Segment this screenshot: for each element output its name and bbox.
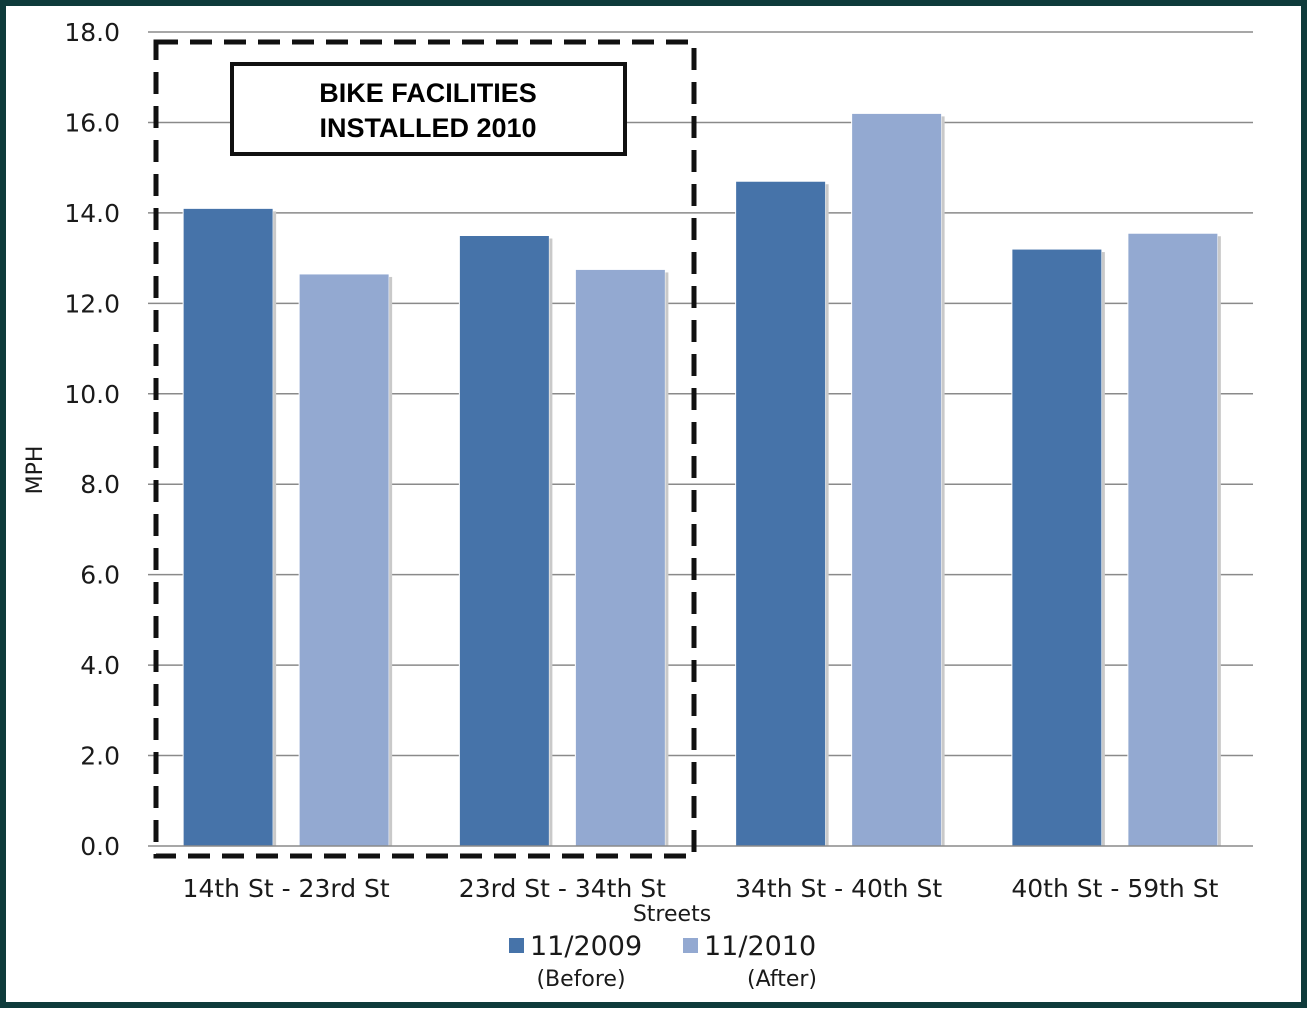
bar-shadow	[549, 238, 553, 846]
bar-11-2010-2	[851, 112, 943, 847]
bar-11-2009-0	[182, 207, 274, 847]
x-tick-label: 34th St - 40th St	[735, 874, 942, 903]
y-tick-label: 12.0	[64, 289, 120, 318]
y-tick-label: 6.0	[80, 561, 120, 590]
bar-11-2010-0	[298, 273, 390, 847]
x-tick-label: 23rd St - 34th St	[459, 874, 666, 903]
legend-swatch-2010	[683, 938, 698, 953]
legend-label-2009: 11/2009	[530, 931, 642, 962]
y-tick-label: 2.0	[80, 742, 120, 771]
bar-11-2009-1	[458, 235, 550, 847]
bar-11-2009-2	[735, 180, 827, 847]
legend-sublabel-2010: (After)	[747, 967, 817, 992]
y-tick-label: 10.0	[64, 380, 120, 409]
y-tick-label: 16.0	[64, 108, 120, 137]
y-tick-label: 0.0	[80, 832, 120, 861]
x-axis-title: Streets	[633, 902, 711, 927]
callout-box: BIKE FACILITIES INSTALLED 2010	[230, 62, 627, 156]
bar-shadow	[1101, 252, 1105, 847]
bar-11-2010-1	[574, 268, 666, 847]
x-tick-label: 14th St - 23rd St	[183, 874, 390, 903]
category-labels: 14th St - 23rd St 23rd St - 34th St 34th S…	[183, 874, 1219, 903]
legend-swatch-2009	[509, 938, 524, 953]
y-tick-label: 14.0	[64, 199, 120, 228]
y-axis-title: MPH	[23, 446, 48, 495]
bar-shadow	[273, 211, 277, 846]
bar-11-2010-3	[1127, 232, 1219, 847]
callout-border	[230, 62, 627, 156]
x-tick-label: 40th St - 59th St	[1011, 874, 1218, 903]
y-tick-label: 4.0	[80, 651, 120, 680]
bar-shadow	[825, 184, 829, 846]
legend-sublabel-2009: (Before)	[536, 967, 625, 992]
y-tick-label: 18.0	[64, 18, 120, 47]
bar-shadow	[941, 116, 945, 846]
y-tick-label: 8.0	[80, 470, 120, 499]
bar-shadow	[1217, 236, 1221, 846]
legend-label-2010: 11/2010	[704, 931, 816, 962]
highlight-dashed-box	[153, 39, 697, 859]
legend: 11/2009 (Before) 11/2010 (After)	[509, 931, 817, 992]
bar-shadow	[665, 272, 669, 847]
callout-line-1: BIKE FACILITIES	[319, 78, 537, 108]
y-tick-labels: 0.0 2.0 4.0 6.0 8.0 10.0 12.0 14.0 16.0 18.0	[64, 18, 120, 861]
bar-11-2009-3	[1011, 248, 1103, 847]
bar-shadow	[389, 276, 393, 846]
callout-line-2: INSTALLED 2010	[319, 113, 536, 143]
bars	[182, 112, 1221, 847]
